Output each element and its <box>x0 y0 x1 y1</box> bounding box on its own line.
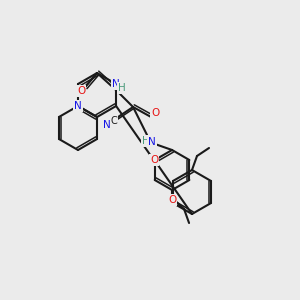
Text: H: H <box>118 83 126 93</box>
Text: C: C <box>111 116 117 126</box>
Text: H: H <box>142 136 150 146</box>
Text: N: N <box>74 101 82 111</box>
Text: N: N <box>103 120 111 130</box>
Text: O: O <box>150 155 158 165</box>
Text: N: N <box>148 137 156 147</box>
Text: N: N <box>112 79 120 89</box>
Text: O: O <box>168 195 176 205</box>
Text: O: O <box>151 108 159 118</box>
Text: O: O <box>77 86 85 96</box>
